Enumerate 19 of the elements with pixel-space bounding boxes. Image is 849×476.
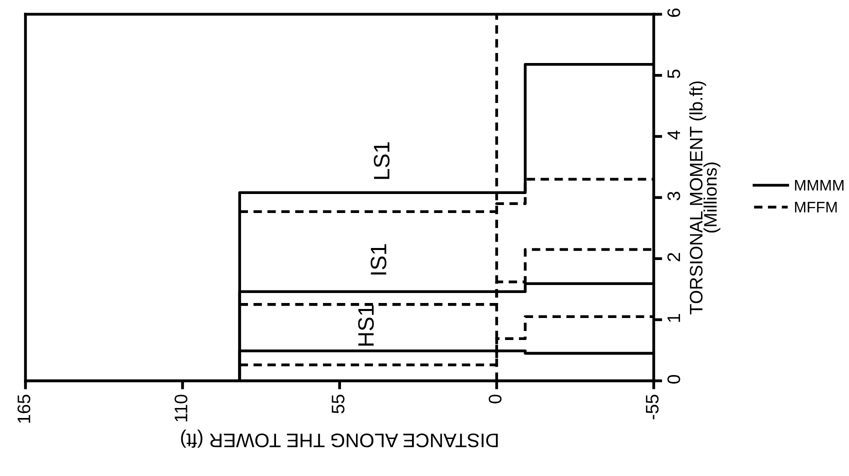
y-tick-label: 6 — [667, 8, 680, 17]
x-tick-label: 110 — [174, 394, 188, 422]
y-tick-label: 0 — [667, 374, 680, 384]
legend-label: MFFM — [795, 202, 837, 212]
x-tick-label: 55 — [332, 394, 344, 414]
y-tick-label: 2 — [667, 252, 680, 262]
y-axis-title: TORSIONAL MOMENT (lb.ft) (Millions) — [689, 81, 720, 314]
y-tick-label: 5 — [668, 70, 680, 78]
legend-label: MMMM — [795, 180, 844, 191]
y-tick-label: 1 — [668, 314, 680, 322]
y-tick-label: 4 — [668, 130, 680, 140]
x-axis-title: DISTANCE ALONG THE TOWER (ft) — [181, 430, 498, 448]
y-tick-label: 3 — [667, 192, 680, 200]
x-tick-label: 0 — [488, 394, 502, 404]
annotation: LS1 — [374, 142, 390, 179]
annotation: HS1 — [358, 305, 374, 346]
x-tick-label: -55 — [646, 394, 659, 420]
annotation: IS1 — [370, 244, 386, 274]
x-tick-label: 165 — [18, 394, 30, 423]
